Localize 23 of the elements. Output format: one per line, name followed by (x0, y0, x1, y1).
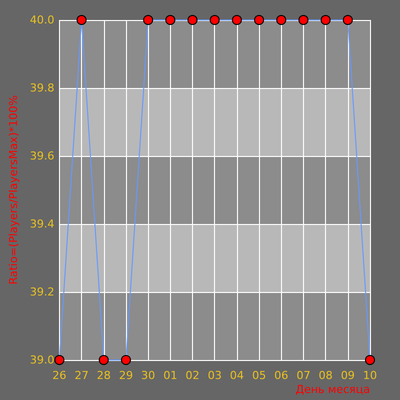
y-axis-title: Ratio=(Players/PlayersMax)*100% (7, 95, 20, 285)
y-tick-label: 39.4 (30, 218, 54, 230)
y-tick-label: 39.0 (30, 354, 54, 366)
x-tick-label: 01 (163, 369, 178, 382)
x-tick-label: 07 (296, 369, 310, 382)
x-tick-label: 10 (363, 369, 377, 382)
x-tick-label: 09 (340, 369, 355, 382)
y-tick-label: 39.6 (30, 150, 54, 162)
x-tick-label: 28 (96, 369, 111, 382)
y-tick-label: 39.2 (30, 286, 54, 298)
y-tick-label: 39.8 (30, 82, 54, 94)
y-tick-label: 40.0 (30, 14, 54, 26)
x-tick-label: 08 (318, 369, 333, 382)
x-tick-label: 29 (118, 369, 133, 382)
x-tick-label: 26 (52, 369, 66, 382)
x-tick-label: 30 (141, 369, 156, 382)
x-tick-label: 27 (74, 369, 89, 382)
x-axis-title: День месяца (296, 383, 370, 396)
x-tick-label: 04 (230, 369, 244, 382)
x-tick-label: 05 (252, 369, 266, 382)
x-tick-label: 03 (208, 369, 222, 382)
x-tick-label: 06 (274, 369, 288, 382)
x-tick-label: 02 (186, 369, 200, 382)
